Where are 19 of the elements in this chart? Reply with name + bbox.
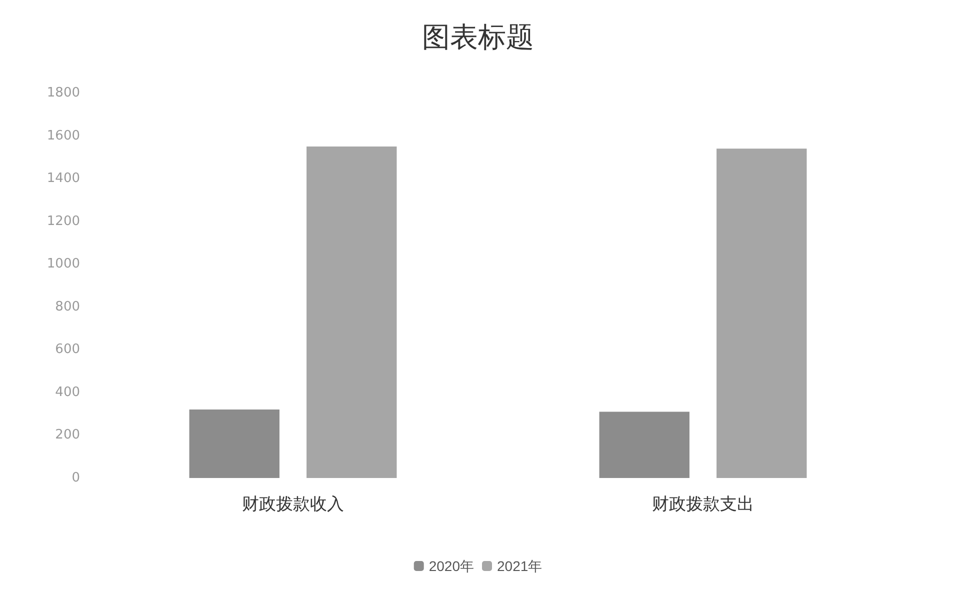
y-tick-label: 0 bbox=[72, 470, 80, 486]
y-tick-label: 1800 bbox=[46, 86, 80, 100]
chart-title: 图表标题 bbox=[422, 20, 534, 54]
bar bbox=[189, 410, 280, 478]
y-tick-label: 200 bbox=[55, 428, 80, 443]
legend-label: 2020年 bbox=[428, 558, 474, 574]
legend-label: 2021年 bbox=[497, 558, 542, 574]
y-tick-label: 1200 bbox=[46, 214, 80, 229]
bar bbox=[599, 412, 690, 478]
y-tick-label: 400 bbox=[55, 384, 80, 400]
y-tick-label: 800 bbox=[55, 299, 80, 314]
y-tick-label: 1400 bbox=[46, 171, 80, 186]
y-tick-label: 1600 bbox=[46, 128, 80, 144]
bar bbox=[306, 146, 397, 478]
bar bbox=[716, 148, 807, 478]
x-tick-label: 财政拨款支出 bbox=[652, 494, 754, 514]
x-tick-label: 财政拨款收入 bbox=[242, 494, 344, 514]
y-tick-label: 600 bbox=[55, 342, 80, 358]
y-tick-label: 1000 bbox=[46, 256, 80, 272]
